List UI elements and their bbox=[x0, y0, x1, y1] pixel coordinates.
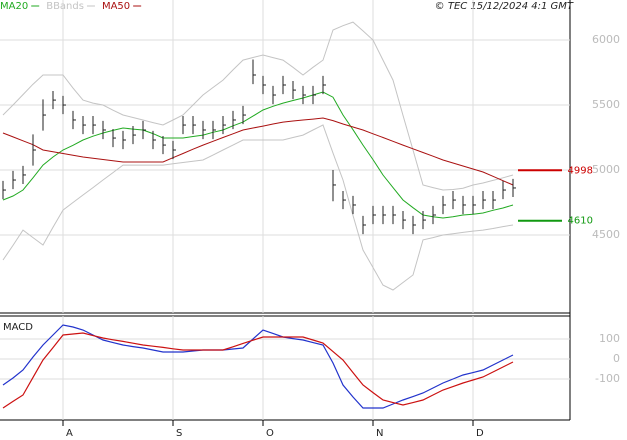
legend-label: MA50 bbox=[102, 1, 130, 12]
y-tick-label: 6000 bbox=[592, 33, 620, 46]
y-tick-label: 5000 bbox=[592, 163, 620, 176]
y-tick-label: 5500 bbox=[592, 98, 620, 111]
ma-line bbox=[2, 117, 514, 186]
y-tick-label: -100 bbox=[595, 372, 620, 385]
x-tick-label: A bbox=[66, 428, 73, 439]
attribution: © TEC 15/12/2024 4:1 GMT bbox=[435, 1, 574, 12]
y-tick-label: 0 bbox=[613, 352, 620, 365]
legend-label: MA20 bbox=[0, 1, 28, 12]
x-tick-label: O bbox=[266, 428, 274, 439]
legend-label: BBands bbox=[46, 1, 84, 12]
level-label: 4610 bbox=[568, 216, 593, 227]
x-tick-label: S bbox=[176, 428, 182, 439]
x-tick-label: N bbox=[376, 428, 383, 439]
ma-line bbox=[2, 91, 514, 219]
macd-line bbox=[2, 332, 514, 409]
y-tick-label: 4500 bbox=[592, 228, 620, 241]
band-line bbox=[2, 21, 514, 191]
level-label: 4998 bbox=[568, 165, 593, 176]
band-line bbox=[2, 124, 514, 291]
y-tick-label: 100 bbox=[599, 332, 620, 345]
macd-line bbox=[2, 324, 514, 409]
macd-title: MACD bbox=[3, 322, 33, 333]
x-tick-label: D bbox=[476, 428, 484, 439]
